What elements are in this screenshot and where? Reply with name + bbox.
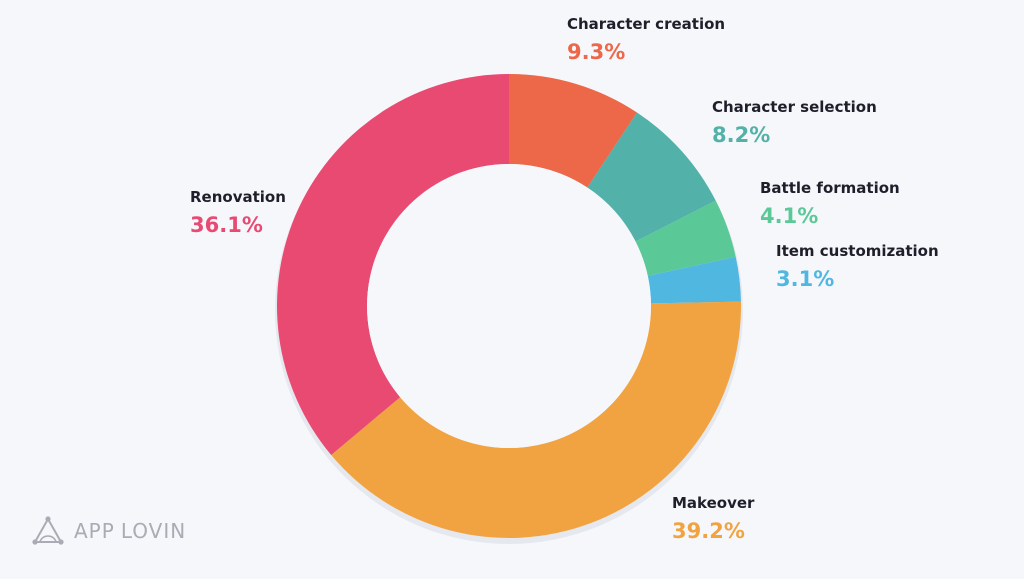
donut-hole [367, 164, 651, 448]
logo-word-app: APP [74, 519, 115, 543]
donut-slice-battle-formation [635, 200, 736, 276]
slice-labels: Character creation 9.3% Character selectio… [190, 15, 939, 543]
label-value-character-creation: 9.3% [567, 40, 625, 64]
label-name-item-customization: Item customization [776, 242, 939, 260]
applovin-logo: APP LOVIN [30, 514, 186, 548]
label-name-character-selection: Character selection [712, 98, 877, 116]
label-name-battle-formation: Battle formation [760, 179, 900, 197]
donut-slice-item-customization [647, 256, 741, 304]
label-value-character-selection: 8.2% [712, 123, 770, 147]
label-name-renovation: Renovation [190, 188, 286, 206]
label-name-character-creation: Character creation [567, 15, 725, 33]
label-value-battle-formation: 4.1% [760, 204, 818, 228]
donut-slices [275, 74, 743, 544]
label-value-item-customization: 3.1% [776, 267, 834, 291]
donut-slice-renovation [277, 74, 509, 456]
applovin-triangle-icon [32, 516, 64, 545]
donut-slice-makeover [331, 301, 741, 538]
label-value-makeover: 39.2% [672, 519, 745, 543]
donut-slice-character-creation [509, 74, 637, 188]
logo-word-lovin: LOVIN [120, 519, 187, 543]
label-value-renovation: 36.1% [190, 213, 263, 237]
donut-slice-character-selection [587, 112, 716, 242]
label-name-makeover: Makeover [672, 494, 755, 512]
logo-wordmark: APP LOVIN [74, 519, 186, 543]
